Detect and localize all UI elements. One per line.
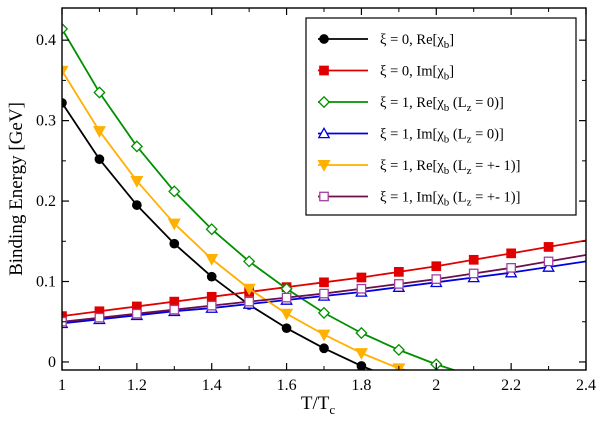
legend-label: ξ = 1, Im[χb (Lz = +- 1)] (380, 190, 520, 209)
legend-entry: ξ = 1, Im[χb (Lz = +- 1)] (318, 190, 520, 209)
data-point (94, 154, 105, 165)
data-point (244, 296, 254, 307)
y-tick-label: 0.2 (36, 193, 56, 210)
x-tick-label: 1.6 (277, 377, 297, 394)
x-axis-title-main: T/T (301, 393, 330, 414)
data-point (62, 65, 69, 78)
data-point (355, 326, 368, 340)
y-tick-label: 0.1 (36, 274, 56, 291)
legend-marker (319, 191, 329, 202)
legend-entry: ξ = 0, Re[χb] (318, 32, 454, 51)
data-point (281, 292, 292, 303)
series-2 (62, 239, 586, 321)
data-point (356, 283, 367, 294)
x-tick-label: 1 (58, 377, 66, 394)
data-point (392, 343, 405, 357)
data-point (130, 175, 144, 188)
data-point (132, 200, 142, 210)
legend-entry: ξ = 1, Re[χb (Lz = +- 1)] (317, 158, 520, 177)
x-tick-label: 2 (432, 377, 440, 394)
data-point (431, 274, 442, 284)
series-1 (62, 98, 375, 370)
data-point (169, 296, 180, 307)
data-point (93, 86, 106, 99)
legend-box (305, 17, 577, 216)
legend-marker (319, 34, 329, 44)
x-axis-title-sub: c (329, 402, 335, 417)
data-point (132, 308, 142, 319)
data-point (506, 248, 516, 259)
legend-label: ξ = 0, Im[χb] (380, 64, 454, 83)
y-axis-title: Binding Energy [GeV] (6, 102, 27, 276)
data-point (356, 272, 367, 283)
y-tick-label: 0 (48, 354, 56, 371)
data-point (242, 283, 256, 296)
legend-label: ξ = 1, Re[χb (Lz = +- 1)] (380, 158, 520, 177)
legend: ξ = 0, Re[χb] ξ = 0, Im[χb] ξ = 1, Re[χb (… (305, 17, 577, 216)
legend-marker (317, 160, 331, 172)
series-3 (62, 22, 457, 370)
data-point (281, 323, 292, 334)
legend-label: ξ = 1, Re[χb (Lz = 0)] (380, 95, 504, 114)
data-point (62, 22, 69, 36)
data-point (394, 267, 404, 277)
series-layer (62, 22, 586, 370)
legend-marker (317, 126, 331, 139)
legend-marker (317, 95, 331, 109)
x-tick-label: 1.4 (202, 377, 222, 394)
data-point (169, 238, 180, 249)
data-point (543, 256, 554, 267)
legend-entry: ξ = 1, Im[χb (Lz = 0)] (317, 126, 504, 146)
data-point (167, 218, 181, 231)
x-tick-label: 2.4 (576, 377, 596, 394)
data-point (354, 348, 368, 360)
y-tick-label: 0.3 (36, 113, 56, 130)
series-line (62, 28, 457, 370)
data-point (468, 254, 479, 265)
legend-label: ξ = 1, Im[χb (Lz = 0)] (380, 127, 504, 146)
data-point (319, 277, 329, 288)
axes-layer: 1 1.2 1.4 1.6 1.8 2 2.2 2.4 0 0.1 0.2 0.3 0.4 (36, 8, 596, 394)
data-point (94, 312, 105, 323)
data-point (206, 291, 217, 302)
data-point (92, 126, 106, 138)
y-tick-label: 0.4 (36, 32, 56, 49)
data-point (206, 271, 217, 282)
x-tick-label: 1.2 (127, 377, 147, 394)
x-tick-label: 2.2 (501, 377, 521, 394)
data-point (394, 279, 404, 289)
series-6 (62, 254, 586, 327)
data-point (319, 343, 329, 354)
data-point (130, 140, 143, 153)
series-5 (62, 65, 409, 370)
data-point (431, 261, 442, 272)
legend-entry: ξ = 1, Re[χb (Lz = 0)] (317, 95, 504, 114)
series-line (62, 102, 375, 370)
data-point (543, 242, 554, 252)
data-point (506, 262, 516, 273)
legend-entry: ξ = 0, Im[χb] (318, 64, 454, 83)
data-point (169, 304, 180, 315)
data-point (468, 268, 479, 279)
x-tick-label: 1.8 (351, 377, 371, 394)
data-point (205, 223, 218, 236)
data-point (205, 254, 219, 266)
data-point (319, 288, 329, 299)
data-point (206, 300, 217, 311)
data-point (62, 98, 67, 108)
data-point (280, 308, 294, 321)
data-point (317, 329, 331, 342)
data-point (317, 306, 331, 320)
data-point (168, 185, 181, 198)
data-point (62, 311, 67, 321)
data-point (542, 260, 555, 272)
legend-label: ξ = 0, Re[χb] (380, 32, 454, 51)
legend-marker (319, 65, 329, 76)
data-point (243, 255, 256, 268)
x-axis-title: T/Tc (301, 393, 336, 417)
